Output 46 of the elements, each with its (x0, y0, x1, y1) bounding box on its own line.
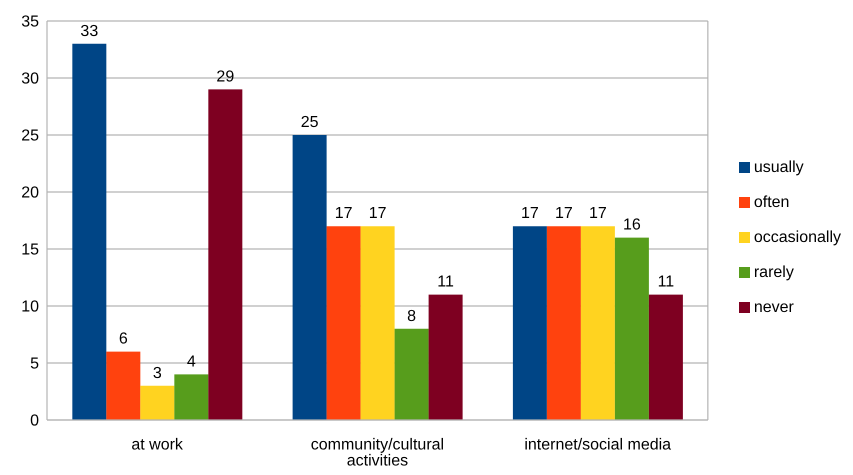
legend-label: often (754, 194, 790, 211)
data-label: 16 (622, 216, 641, 234)
data-label: 33 (80, 22, 98, 40)
y-tick-label: 0 (30, 412, 40, 430)
y-tick-label: 20 (21, 184, 40, 202)
bar (512, 226, 547, 420)
data-label: 6 (118, 330, 128, 348)
bar (326, 226, 361, 420)
y-tick-label: 10 (21, 298, 40, 316)
y-tick-label: 15 (21, 242, 40, 259)
y-tick-label: 30 (21, 70, 40, 88)
bar (174, 374, 208, 420)
data-label: 8 (407, 308, 416, 325)
bar (428, 294, 463, 420)
legend-label: usually (754, 159, 804, 176)
bar (614, 238, 649, 420)
bar (106, 352, 140, 420)
bar (580, 226, 615, 420)
x-tick-label: internet/social media (524, 436, 672, 454)
data-label: 17 (588, 205, 607, 222)
bar (72, 44, 106, 420)
legend-label: never (754, 299, 794, 316)
legend-label: rarely (754, 264, 794, 281)
data-label: 4 (186, 353, 196, 370)
data-label: 11 (658, 274, 674, 291)
data-label: 25 (300, 114, 319, 131)
y-tick-label: 5 (30, 356, 40, 373)
data-label: 11 (437, 274, 454, 291)
bar (140, 386, 174, 420)
data-label: 17 (554, 205, 573, 222)
bar (360, 226, 395, 420)
data-label: 3 (152, 364, 162, 382)
bar (546, 226, 581, 420)
bar (208, 89, 242, 420)
y-tick-label: 25 (21, 128, 40, 145)
bar (394, 328, 429, 420)
x-tick-label: at work (131, 436, 184, 454)
bar (648, 294, 683, 420)
data-label: 17 (368, 205, 387, 222)
data-label: 17 (334, 205, 353, 222)
data-label: 29 (216, 68, 234, 86)
x-tick-label: community/cultural activities (310, 436, 444, 470)
y-tick-label: 35 (21, 14, 40, 31)
data-label: 17 (520, 205, 539, 222)
legend-label: occasionally (754, 229, 841, 246)
bar (292, 135, 327, 420)
